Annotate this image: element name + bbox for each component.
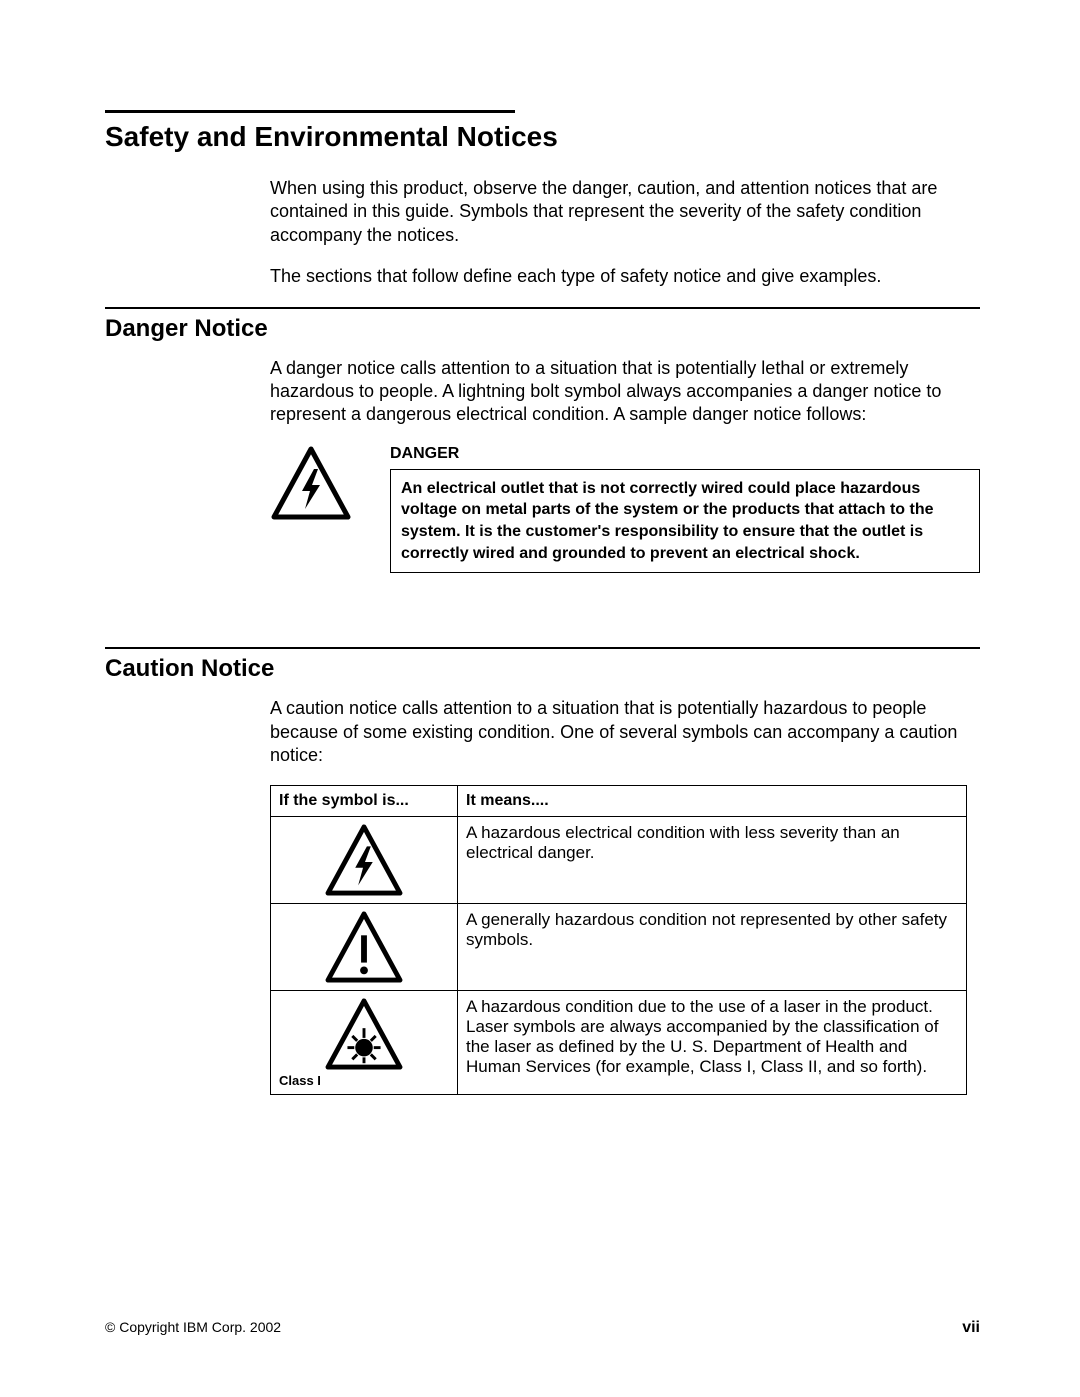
table-row: A hazardous electrical condition with le… [271, 817, 967, 904]
caution-section-text: A caution notice calls attention to a si… [270, 697, 980, 767]
laser-triangle-icon [324, 997, 404, 1071]
title-rule [105, 110, 515, 113]
danger-box: An electrical outlet that is not correct… [390, 469, 980, 573]
intro-paragraph-1: When using this product, observe the dan… [270, 177, 980, 247]
danger-section-body: A danger notice calls attention to a sit… [270, 357, 980, 427]
symbol-cell-laser: Class I [271, 991, 458, 1095]
danger-icon-column [270, 445, 390, 526]
table-header-row: If the symbol is... It means.... [271, 786, 967, 817]
page-number: vii [962, 1319, 980, 1337]
caution-section-rule [105, 647, 980, 649]
laser-class-label: Class I [279, 1073, 449, 1088]
danger-section-heading: Danger Notice [105, 315, 980, 343]
intro-block: When using this product, observe the dan… [270, 177, 980, 289]
page-footer: © Copyright IBM Corp. 2002 vii [105, 1319, 980, 1337]
lightning-triangle-icon [324, 823, 404, 897]
danger-section-rule [105, 307, 980, 309]
intro-paragraph-2: The sections that follow define each typ… [270, 265, 980, 288]
lightning-triangle-icon [270, 445, 352, 521]
danger-label: DANGER [390, 445, 980, 463]
danger-text-column: DANGER An electrical outlet that is not … [390, 445, 980, 573]
copyright-text: © Copyright IBM Corp. 2002 [105, 1319, 281, 1337]
table-col-symbol: If the symbol is... [271, 786, 458, 817]
caution-section-heading: Caution Notice [105, 655, 980, 683]
meaning-cell: A generally hazardous condition not repr… [458, 904, 967, 991]
meaning-cell: A hazardous electrical condition with le… [458, 817, 967, 904]
symbol-cell-electrical [271, 817, 458, 904]
page-title: Safety and Environmental Notices [105, 121, 980, 153]
symbol-table: If the symbol is... It means.... A hazar… [270, 785, 967, 1095]
table-col-meaning: It means.... [458, 786, 967, 817]
exclamation-triangle-icon [324, 910, 404, 984]
danger-section-text: A danger notice calls attention to a sit… [270, 357, 980, 427]
symbol-cell-exclamation [271, 904, 458, 991]
meaning-cell: A hazardous condition due to the use of … [458, 991, 967, 1095]
danger-example-block: DANGER An electrical outlet that is not … [270, 445, 980, 573]
caution-section-body: A caution notice calls attention to a si… [270, 697, 980, 767]
document-page: Safety and Environmental Notices When us… [0, 0, 1080, 1397]
table-row: Class I A hazardous condition due to the… [271, 991, 967, 1095]
table-row: A generally hazardous condition not repr… [271, 904, 967, 991]
